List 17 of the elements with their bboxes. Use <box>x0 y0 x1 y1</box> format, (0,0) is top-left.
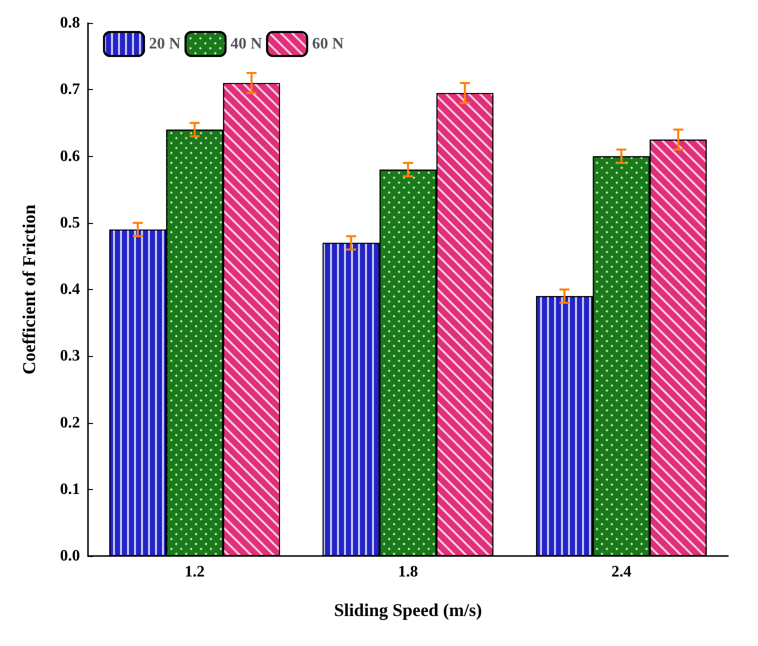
legend-label: 60 N <box>312 36 344 52</box>
y-tick-label: 0.7 <box>60 81 80 98</box>
y-tick-label: 0.6 <box>60 148 80 165</box>
x-tick-label: 2.4 <box>611 564 632 580</box>
y-tick-label: 0.8 <box>60 14 80 32</box>
y-tick-label: 0.0 <box>60 548 80 564</box>
x-tick-label: 1.8 <box>398 564 418 580</box>
y-tick-label: 0.2 <box>60 414 80 432</box>
x-axis-title: Sliding Speed (m/s) <box>334 600 482 620</box>
x-tick-label: 1.2 <box>184 564 205 580</box>
y-axis-title: Coefficient of Friction <box>19 204 39 374</box>
legend-label: 40 N <box>230 36 263 52</box>
y-tick-label: 0.3 <box>60 348 80 365</box>
legend-label: 20 N <box>149 36 181 52</box>
y-tick-label: 0.4 <box>60 281 80 298</box>
y-tick-label: 0.5 <box>60 214 80 232</box>
y-tick-label: 0.1 <box>60 480 80 498</box>
